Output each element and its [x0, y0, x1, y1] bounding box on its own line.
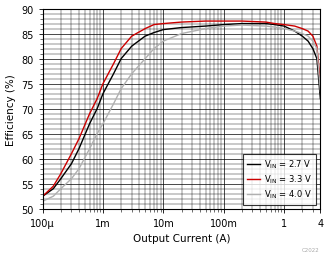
V$_{\mathregular{IN}}$ = 4.0 V [51, 195, 55, 198]
V$_{\mathregular{IN}}$ = 4.0 V [112, 103, 115, 106]
V$_{\mathregular{IN}}$ = 4.0 V [77, 168, 81, 171]
V$_{\mathregular{IN}}$ = 4.0 V [180, 33, 184, 36]
V$_{\mathregular{IN}}$ = 2.7 V [112, 73, 115, 76]
V$_{\mathregular{IN}}$ = 4.0 V [41, 200, 45, 203]
V$_{\mathregular{IN}}$ = 4.0 V [143, 58, 147, 61]
V$_{\mathregular{IN}}$ = 4.0 V [95, 133, 99, 136]
V$_{\mathregular{IN}}$ = 3.3 V [69, 153, 73, 156]
V$_{\mathregular{IN}}$ = 4.0 V [240, 24, 244, 27]
V$_{\mathregular{IN}}$ = 3.3 V [77, 138, 81, 141]
V$_{\mathregular{IN}}$ = 2.7 V [51, 187, 55, 190]
V$_{\mathregular{IN}}$ = 2.7 V [293, 30, 297, 34]
V$_{\mathregular{IN}}$ = 2.7 V [264, 23, 268, 26]
V$_{\mathregular{IN}}$ = 2.7 V [130, 45, 134, 49]
V$_{\mathregular{IN}}$ = 2.7 V [88, 123, 91, 126]
V$_{\mathregular{IN}}$ = 2.7 V [240, 23, 244, 26]
V$_{\mathregular{IN}}$ = 3.3 V [311, 35, 315, 38]
V$_{\mathregular{IN}}$ = 3.3 V [130, 35, 134, 38]
V$_{\mathregular{IN}}$ = 2.7 V [282, 25, 286, 28]
V$_{\mathregular{IN}}$ = 2.7 V [222, 24, 226, 27]
V$_{\mathregular{IN}}$ = 4.0 V [222, 25, 226, 28]
V$_{\mathregular{IN}}$ = 2.7 V [311, 48, 315, 51]
V$_{\mathregular{IN}}$ = 2.7 V [77, 148, 81, 151]
V$_{\mathregular{IN}}$ = 3.3 V [300, 28, 304, 31]
V$_{\mathregular{IN}}$ = 3.3 V [240, 21, 244, 24]
V$_{\mathregular{IN}}$ = 4.0 V [300, 33, 304, 36]
V$_{\mathregular{IN}}$ = 2.7 V [41, 195, 45, 198]
V$_{\mathregular{IN}}$ = 2.7 V [306, 40, 310, 43]
V$_{\mathregular{IN}}$ = 3.3 V [204, 21, 208, 24]
V$_{\mathregular{IN}}$ = 2.7 V [95, 108, 99, 111]
V$_{\mathregular{IN}}$ = 4.0 V [264, 25, 268, 28]
V$_{\mathregular{IN}}$ = 2.7 V [318, 98, 322, 101]
V$_{\mathregular{IN}}$ = 4.0 V [306, 35, 310, 38]
Text: C2022: C2022 [301, 247, 319, 252]
V$_{\mathregular{IN}}$ = 2.7 V [180, 27, 184, 30]
V$_{\mathregular{IN}}$ = 3.3 V [119, 48, 123, 51]
V$_{\mathregular{IN}}$ = 4.0 V [318, 90, 322, 93]
Line: V$_{\mathregular{IN}}$ = 2.7 V: V$_{\mathregular{IN}}$ = 2.7 V [43, 24, 320, 197]
X-axis label: Output Current (A): Output Current (A) [133, 233, 230, 243]
V$_{\mathregular{IN}}$ = 3.3 V [143, 28, 147, 31]
V$_{\mathregular{IN}}$ = 2.7 V [143, 35, 147, 38]
V$_{\mathregular{IN}}$ = 3.3 V [306, 30, 310, 34]
V$_{\mathregular{IN}}$ = 3.3 V [101, 83, 105, 86]
V$_{\mathregular{IN}}$ = 2.7 V [273, 24, 277, 27]
V$_{\mathregular{IN}}$ = 3.3 V [180, 21, 184, 24]
V$_{\mathregular{IN}}$ = 4.0 V [293, 30, 297, 34]
V$_{\mathregular{IN}}$ = 3.3 V [51, 185, 55, 188]
V$_{\mathregular{IN}}$ = 3.3 V [315, 45, 319, 49]
Legend: V$_{\mathregular{IN}}$ = 2.7 V, V$_{\mathregular{IN}}$ = 3.3 V, V$_{\mathregular: V$_{\mathregular{IN}}$ = 2.7 V, V$_{\mat… [243, 154, 316, 205]
V$_{\mathregular{IN}}$ = 3.3 V [293, 25, 297, 28]
V$_{\mathregular{IN}}$ = 3.3 V [41, 195, 45, 198]
V$_{\mathregular{IN}}$ = 4.0 V [315, 48, 319, 51]
V$_{\mathregular{IN}}$ = 3.3 V [152, 24, 156, 27]
V$_{\mathregular{IN}}$ = 4.0 V [311, 40, 315, 43]
V$_{\mathregular{IN}}$ = 3.3 V [161, 23, 165, 26]
Line: V$_{\mathregular{IN}}$ = 4.0 V: V$_{\mathregular{IN}}$ = 4.0 V [43, 26, 320, 201]
V$_{\mathregular{IN}}$ = 2.7 V [101, 93, 105, 96]
V$_{\mathregular{IN}}$ = 4.0 V [69, 178, 73, 181]
Line: V$_{\mathregular{IN}}$ = 3.3 V: V$_{\mathregular{IN}}$ = 3.3 V [43, 22, 320, 197]
V$_{\mathregular{IN}}$ = 3.3 V [88, 113, 91, 116]
V$_{\mathregular{IN}}$ = 4.0 V [59, 187, 63, 190]
V$_{\mathregular{IN}}$ = 4.0 V [273, 26, 277, 29]
V$_{\mathregular{IN}}$ = 3.3 V [95, 98, 99, 101]
V$_{\mathregular{IN}}$ = 4.0 V [119, 88, 123, 91]
V$_{\mathregular{IN}}$ = 4.0 V [161, 40, 165, 43]
V$_{\mathregular{IN}}$ = 3.3 V [112, 63, 115, 66]
V$_{\mathregular{IN}}$ = 2.7 V [69, 163, 73, 166]
V$_{\mathregular{IN}}$ = 2.7 V [59, 178, 63, 181]
V$_{\mathregular{IN}}$ = 4.0 V [130, 73, 134, 76]
Y-axis label: Efficiency (%): Efficiency (%) [6, 73, 15, 145]
V$_{\mathregular{IN}}$ = 3.3 V [273, 23, 277, 26]
V$_{\mathregular{IN}}$ = 2.7 V [161, 29, 165, 32]
V$_{\mathregular{IN}}$ = 3.3 V [282, 24, 286, 27]
V$_{\mathregular{IN}}$ = 2.7 V [204, 25, 208, 28]
V$_{\mathregular{IN}}$ = 2.7 V [119, 58, 123, 61]
V$_{\mathregular{IN}}$ = 3.3 V [318, 83, 322, 86]
V$_{\mathregular{IN}}$ = 3.3 V [59, 172, 63, 176]
V$_{\mathregular{IN}}$ = 4.0 V [282, 28, 286, 31]
V$_{\mathregular{IN}}$ = 4.0 V [88, 148, 91, 151]
V$_{\mathregular{IN}}$ = 4.0 V [204, 28, 208, 31]
V$_{\mathregular{IN}}$ = 4.0 V [101, 123, 105, 126]
V$_{\mathregular{IN}}$ = 2.7 V [315, 58, 319, 61]
V$_{\mathregular{IN}}$ = 2.7 V [300, 35, 304, 38]
V$_{\mathregular{IN}}$ = 2.7 V [152, 32, 156, 35]
V$_{\mathregular{IN}}$ = 4.0 V [152, 48, 156, 51]
V$_{\mathregular{IN}}$ = 3.3 V [264, 21, 268, 24]
V$_{\mathregular{IN}}$ = 3.3 V [222, 21, 226, 24]
